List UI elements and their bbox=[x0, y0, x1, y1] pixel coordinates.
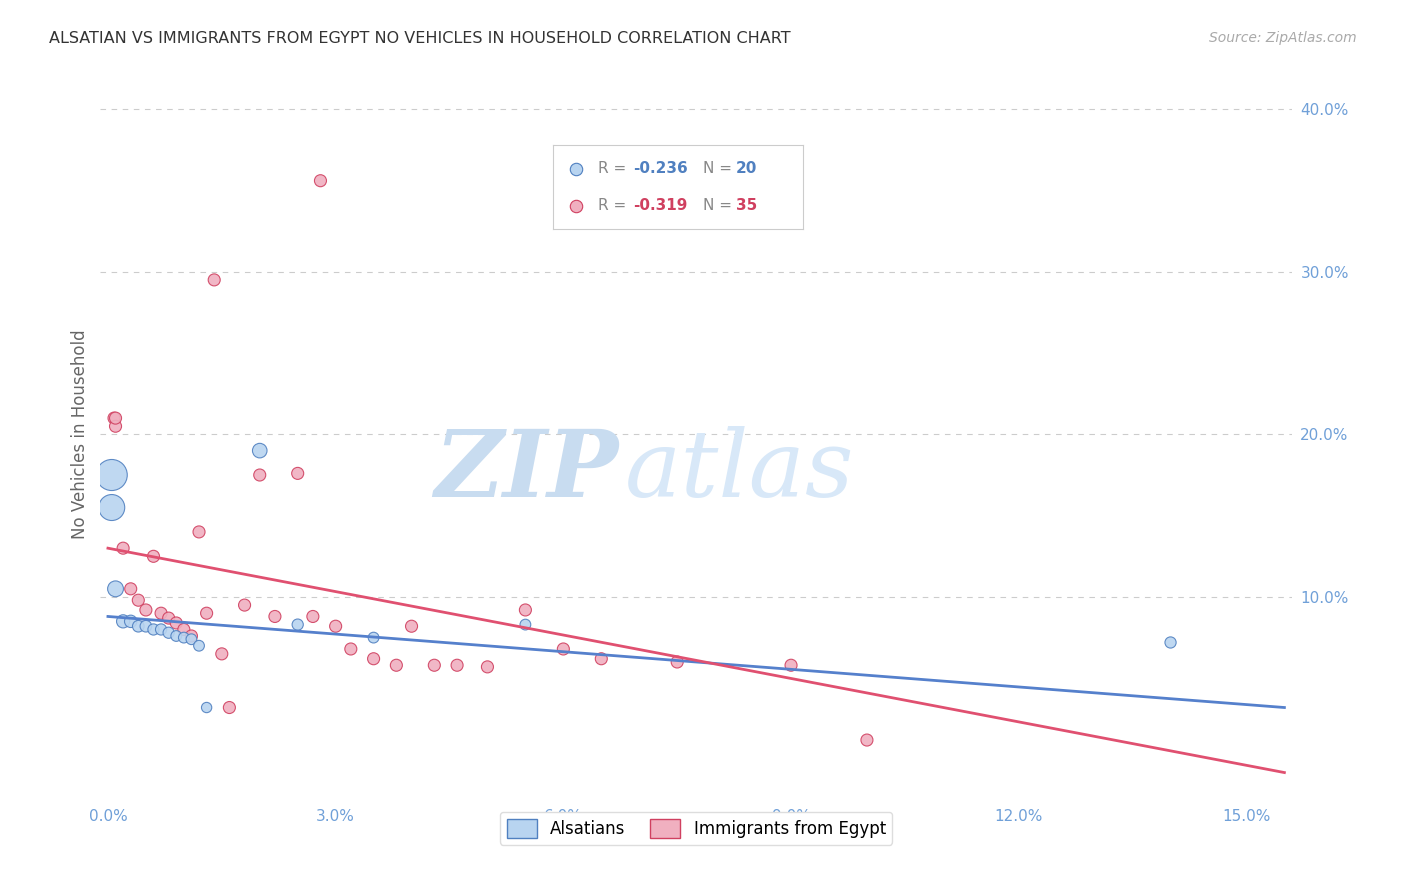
Point bbox=[423, 658, 446, 673]
Point bbox=[202, 273, 225, 287]
Point bbox=[104, 411, 127, 425]
Point bbox=[180, 632, 202, 647]
Point bbox=[780, 658, 803, 673]
Point bbox=[287, 467, 309, 481]
Point bbox=[135, 619, 157, 633]
Y-axis label: No Vehicles in Household: No Vehicles in Household bbox=[72, 329, 89, 539]
Point bbox=[233, 598, 256, 612]
Point bbox=[385, 658, 408, 673]
Point bbox=[195, 700, 218, 714]
Point bbox=[211, 647, 233, 661]
Point bbox=[100, 468, 122, 483]
Text: Source: ZipAtlas.com: Source: ZipAtlas.com bbox=[1209, 31, 1357, 45]
Point bbox=[363, 652, 385, 666]
Point bbox=[103, 411, 125, 425]
Point bbox=[150, 623, 173, 637]
Point bbox=[120, 615, 142, 629]
Point bbox=[515, 617, 537, 632]
Point bbox=[127, 593, 149, 607]
Point bbox=[856, 733, 879, 747]
Point bbox=[309, 174, 332, 188]
Point bbox=[287, 617, 309, 632]
Point bbox=[180, 629, 202, 643]
Point bbox=[142, 623, 165, 637]
Point bbox=[100, 500, 122, 515]
Point bbox=[446, 658, 468, 673]
Point bbox=[135, 603, 157, 617]
Text: atlas: atlas bbox=[624, 426, 855, 516]
Point bbox=[302, 609, 325, 624]
Point bbox=[165, 615, 187, 630]
Point bbox=[515, 603, 537, 617]
Point bbox=[325, 619, 347, 633]
Text: ZIP: ZIP bbox=[434, 426, 619, 516]
Text: ALSATIAN VS IMMIGRANTS FROM EGYPT NO VEHICLES IN HOUSEHOLD CORRELATION CHART: ALSATIAN VS IMMIGRANTS FROM EGYPT NO VEH… bbox=[49, 31, 790, 46]
Point bbox=[157, 611, 180, 625]
Point bbox=[195, 606, 218, 620]
Point bbox=[264, 609, 287, 624]
Point bbox=[666, 655, 689, 669]
Legend: Alsatians, Immigrants from Egypt: Alsatians, Immigrants from Egypt bbox=[501, 812, 893, 845]
Point bbox=[249, 468, 271, 483]
Point bbox=[340, 642, 363, 657]
Point bbox=[104, 582, 127, 596]
Point bbox=[363, 631, 385, 645]
Point bbox=[401, 619, 423, 633]
Point bbox=[553, 642, 575, 657]
Point bbox=[591, 652, 613, 666]
Point bbox=[477, 660, 499, 674]
Point bbox=[249, 443, 271, 458]
Point bbox=[165, 629, 187, 643]
Point bbox=[1160, 635, 1182, 649]
Point bbox=[188, 639, 211, 653]
Point bbox=[173, 631, 195, 645]
Point bbox=[218, 700, 240, 714]
Point bbox=[120, 582, 142, 596]
Point bbox=[150, 606, 173, 620]
Point bbox=[127, 619, 149, 633]
Point bbox=[112, 615, 135, 629]
Point bbox=[112, 541, 135, 556]
Point bbox=[104, 419, 127, 434]
Point bbox=[173, 623, 195, 637]
Point bbox=[157, 625, 180, 640]
Point bbox=[142, 549, 165, 564]
Point bbox=[188, 524, 211, 539]
